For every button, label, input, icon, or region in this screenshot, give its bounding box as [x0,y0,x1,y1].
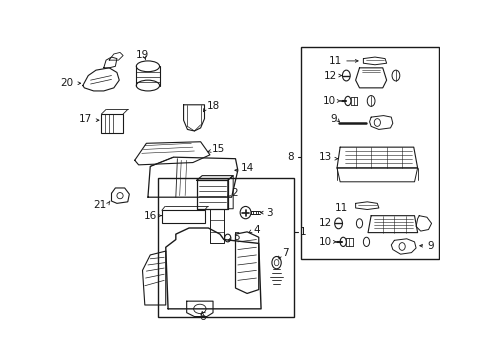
Text: 15: 15 [212,144,225,154]
Text: 6: 6 [199,312,205,322]
Text: 12: 12 [319,219,332,228]
Text: 21: 21 [93,200,106,210]
Text: 19: 19 [136,50,149,60]
Text: 12: 12 [323,71,336,81]
Text: 10: 10 [322,96,335,106]
Text: 1: 1 [299,227,306,237]
Text: 16: 16 [143,211,157,221]
Text: 9: 9 [426,241,433,251]
Text: 3: 3 [266,208,273,217]
Text: 18: 18 [206,101,220,111]
Text: 11: 11 [328,56,341,66]
Text: 8: 8 [286,152,293,162]
Bar [158,178,293,316]
Text: 9: 9 [330,114,336,123]
Text: 20: 20 [61,78,73,88]
Text: 5: 5 [233,232,239,242]
Bar [101,114,123,133]
Text: 17: 17 [79,114,92,123]
Text: 14: 14 [241,163,254,173]
Text: 7: 7 [282,248,288,258]
Text: 2: 2 [231,188,238,198]
Text: 10: 10 [319,237,332,247]
Text: 11: 11 [334,203,347,213]
Bar [162,210,204,223]
Text: 4: 4 [253,225,260,235]
Text: 13: 13 [319,152,332,162]
Bar [301,47,438,259]
